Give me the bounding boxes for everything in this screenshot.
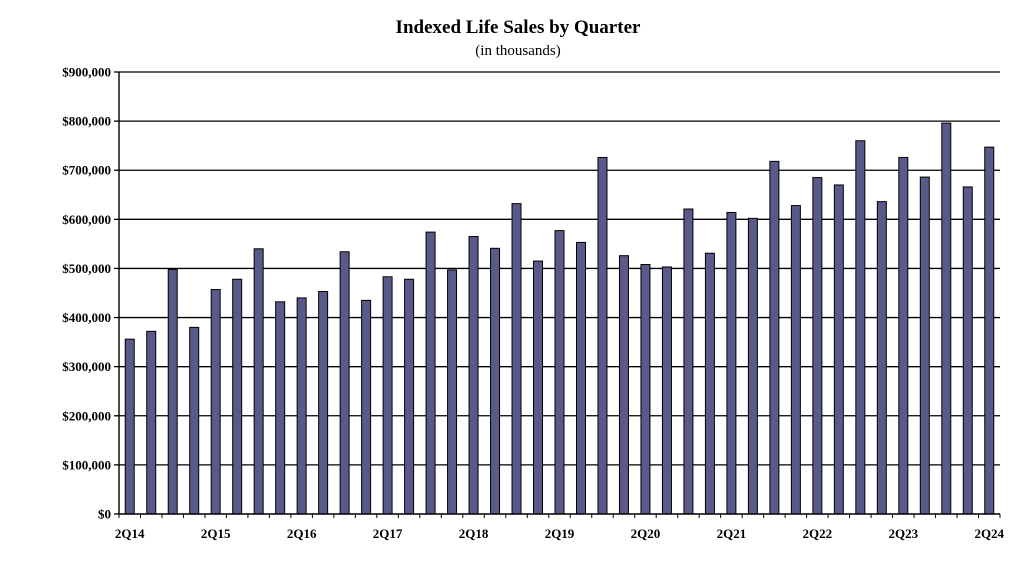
x-tick-label: 2Q16: [287, 526, 317, 541]
bar: [726, 211, 737, 515]
bar: [404, 278, 415, 515]
y-tick-label: $900,000: [62, 65, 111, 80]
y-tick-label: $400,000: [62, 310, 111, 325]
bar: [876, 201, 887, 515]
bar: [382, 276, 393, 515]
bar: [468, 236, 479, 515]
bar: [769, 160, 780, 515]
y-tick-label: $600,000: [62, 212, 111, 227]
bar: [618, 255, 629, 515]
bar: [640, 264, 651, 515]
bar: [146, 330, 157, 515]
bar: [812, 177, 823, 515]
x-tick-label: 2Q17: [373, 526, 403, 541]
chart-title: Indexed Life Sales by Quarter: [395, 17, 641, 38]
bar: [425, 231, 436, 515]
y-tick-label: $200,000: [62, 408, 111, 423]
bar: [661, 266, 672, 515]
bar: [275, 301, 286, 515]
bar: [919, 176, 930, 515]
bar: [253, 248, 264, 515]
bar: [704, 252, 715, 515]
x-tick-label: 2Q20: [631, 526, 661, 541]
bar: [124, 338, 135, 515]
x-tick-label: 2Q19: [545, 526, 575, 541]
x-tick-labels: 2Q14 2Q15 2Q16 2Q17 2Q18 2Q19 2Q20 2Q21 2Q22 2Q23…: [115, 526, 1005, 541]
bar: [167, 268, 178, 515]
bars: [124, 122, 995, 515]
y-tick-label: $500,000: [62, 261, 111, 276]
x-tick-label: 2Q21: [717, 526, 747, 541]
y-tick-label: $300,000: [62, 359, 111, 374]
x-tick-label: 2Q18: [459, 526, 489, 541]
bar: [296, 297, 307, 515]
bar: [210, 289, 221, 515]
bar: [318, 291, 329, 515]
bar: [941, 122, 952, 515]
x-tick-label: 2Q15: [201, 526, 231, 541]
axes: [114, 71, 1001, 518]
bar: [447, 269, 458, 515]
bar: [511, 203, 522, 515]
bar: [984, 146, 995, 515]
x-tick-label: 2Q14: [115, 526, 145, 541]
bar: [855, 140, 866, 515]
y-tick-label: $700,000: [62, 163, 111, 178]
bar: [790, 205, 801, 515]
y-tick-label: $100,000: [62, 457, 111, 472]
bar: [747, 217, 758, 515]
bar: [361, 299, 372, 515]
bar: [554, 230, 565, 515]
y-tick-label: $800,000: [62, 114, 111, 129]
bar: [597, 156, 608, 515]
bar: [490, 247, 501, 515]
bar: [683, 208, 694, 515]
bar: [189, 326, 200, 515]
bar: [575, 241, 586, 515]
bar: [339, 251, 350, 515]
bar: [232, 278, 243, 515]
x-tick-label: 2Q24: [974, 526, 1004, 541]
y-tick-label: $0: [98, 507, 111, 522]
bar: [533, 260, 544, 515]
bar: [833, 184, 844, 515]
bar: [962, 186, 973, 515]
x-tick-label: 2Q23: [888, 526, 918, 541]
x-tick-label: 2Q22: [803, 526, 833, 541]
gridlines: [119, 71, 1000, 466]
bar: [898, 156, 909, 515]
chart-subtitle: (in thousands): [475, 43, 561, 59]
y-tick-labels: $0 $100,000 $200,000 $300,000 $400,000 $500,0…: [62, 65, 111, 522]
